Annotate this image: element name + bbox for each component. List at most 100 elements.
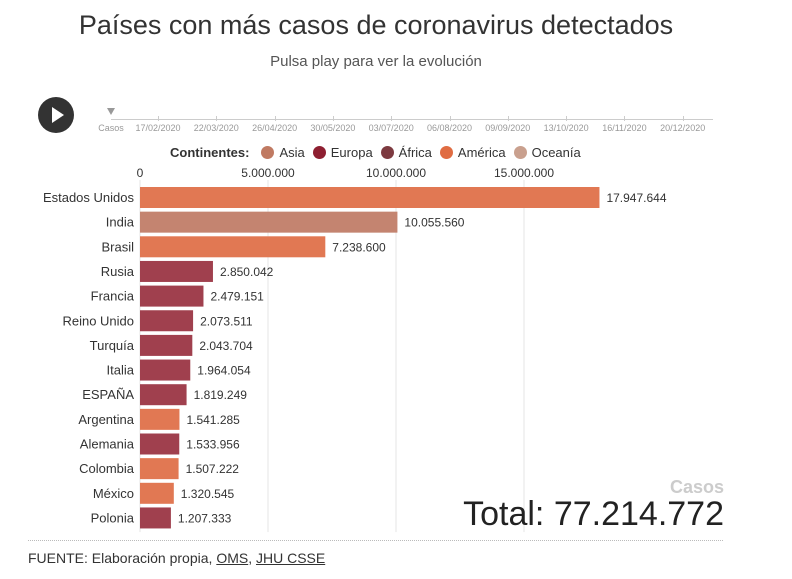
category-label: Francia [91,289,135,304]
bar [140,482,174,504]
timeline-tick [507,116,509,121]
bar [140,359,191,381]
play-icon [52,107,64,123]
source-link-oms[interactable]: OMS [216,550,249,566]
timeline-track [111,119,713,120]
value-label: 1.207.333 [178,511,232,525]
legend-swatch [380,145,394,159]
total-label: Casos [669,477,724,497]
value-label: 1.541.285 [186,413,240,427]
source-separator: , [248,550,256,566]
total-value: Total: 77.214.772 [463,495,724,533]
timeline-tick [624,116,626,121]
timeline-tick [332,116,334,121]
source-link-jhu[interactable]: JHU CSSE [255,550,326,566]
timeline-date-label: 30/05/2020 [310,123,356,133]
value-label: 1.320.545 [181,487,235,501]
category-label: Italia [107,363,135,378]
play-button[interactable] [38,97,74,133]
timeline-handle-icon[interactable] [107,108,115,115]
bar [140,211,398,233]
legend-label: Oceanía [531,144,581,160]
timeline-tick [391,116,393,121]
legend-item: América [439,144,506,160]
category-label: Argentina [78,412,134,427]
legend-swatch [513,145,527,159]
category-label: India [106,215,135,230]
timeline-tick [158,116,159,121]
category-label: Brasil [101,239,134,254]
value-label: 2.850.042 [220,265,274,279]
timeline-date-label: 03/07/2020 [368,123,414,133]
category-label: Rusia [101,264,135,279]
legend-label: Europa [330,144,373,160]
legend-item: Europa [312,144,373,160]
timeline-date-label: 20/12/2020 [660,123,706,133]
bar [140,334,193,356]
bar [140,187,600,208]
timeline-date-label: 26/04/2020 [252,123,298,133]
bar [140,433,180,455]
value-label: 7.238.600 [332,240,386,254]
value-label: 1.533.956 [186,438,240,452]
value-label: 1.507.222 [186,462,240,476]
timeline-tick [566,116,568,121]
value-label: 2.479.151 [210,290,264,304]
bar [140,507,171,529]
source-note: FUENTE: Elaboración propia, OMS, JHU CSS… [28,550,325,566]
bar [140,384,187,406]
legend-swatch [261,145,275,159]
chart-title: Países con más casos de coronavirus dete… [78,10,674,40]
value-label: 2.073.511 [200,314,253,328]
category-label: Polonia [91,510,135,525]
category-label: Colombia [79,461,135,476]
category-label: México [93,486,134,501]
bar [140,310,194,332]
timeline-tick [682,116,684,121]
legend-label: África [398,144,432,160]
timeline-date-label: 17/02/2020 [135,123,181,133]
bar [140,260,213,282]
divider [28,540,723,541]
value-label: 10.055.560 [404,216,464,230]
timeline-date-label: 09/09/2020 [485,123,531,133]
chart-subtitle: Pulsa play para ver la evolución [270,53,482,70]
source-prefix: FUENTE: Elaboración propia, [28,550,217,566]
value-label: 1.964.054 [197,364,251,378]
value-label: 17.947.644 [606,191,666,205]
continent-legend: Continentes: Asia Europa África América Ocea… [170,143,589,161]
timeline-tick [274,116,276,121]
category-label: Estados Unidos [43,190,135,205]
x-tick-label: 5.000.000 [241,166,295,180]
timeline-date-label: 16/11/2020 [602,123,647,133]
category-label: Reino Unido [62,313,134,328]
timeline-date-label: 13/10/2020 [543,123,589,133]
value-label: 1.819.249 [194,388,248,402]
bar-chart: 0 5.000.000 10.000.000 15.000.000 Estados Un… [43,166,667,533]
bar [140,236,326,258]
legend-item: África [380,144,432,160]
legend-title: Continentes: [170,144,250,160]
legend-swatch [312,145,326,159]
category-label: ESPAÑA [82,387,134,402]
legend-label: Asia [279,144,305,160]
timeline-label: Casos [98,123,124,133]
x-tick-label: 10.000.000 [366,166,426,180]
category-label: Turquía [90,338,135,353]
bar [140,458,179,480]
value-label: 2.043.704 [199,339,253,353]
legend-label: América [457,144,506,160]
timeline-tick [449,116,451,121]
timeline-tick [216,116,218,121]
x-tick-label: 0 [137,166,144,180]
category-label: Alemania [80,437,135,452]
x-tick-label: 15.000.000 [494,166,554,180]
legend-item: Oceanía [513,144,581,160]
legend-swatch [439,145,453,159]
timeline-slider[interactable]: Casos 17/02/2020 22/03/2020 26/04/2020 30/05… [98,104,718,138]
bar [140,285,204,307]
legend-item: Asia [261,144,305,160]
bar [140,408,180,430]
timeline-date-label: 22/03/2020 [193,123,239,133]
timeline-date-label: 06/08/2020 [426,123,473,133]
